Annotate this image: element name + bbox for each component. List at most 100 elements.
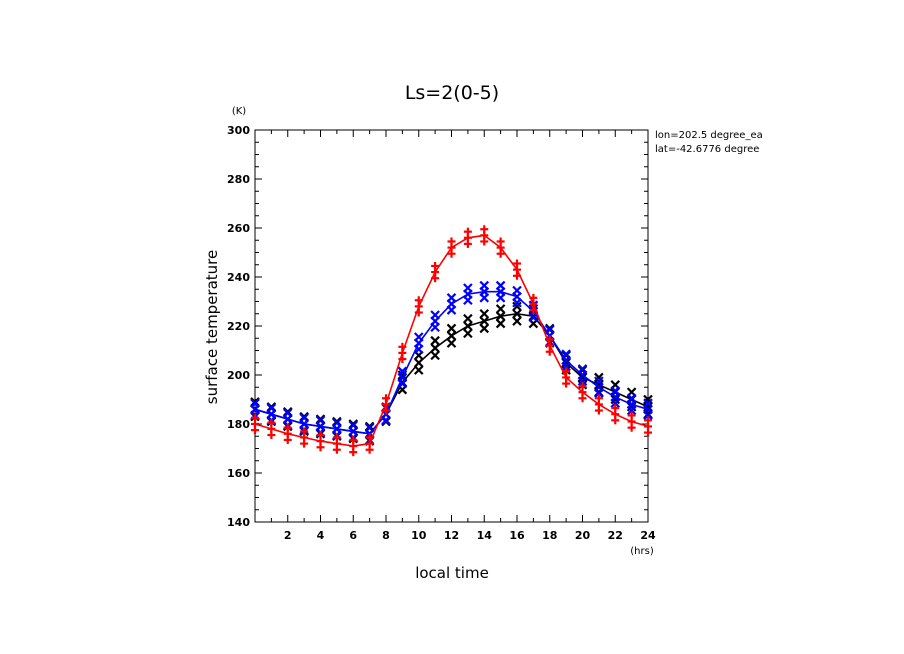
data-point-marker: [413, 357, 424, 368]
data-point-marker: [643, 394, 653, 405]
data-point-marker: [398, 342, 407, 351]
data-point-marker: [463, 283, 473, 293]
data-point-marker: [512, 316, 522, 326]
data-point-marker: [513, 259, 521, 268]
data-point-marker: [610, 386, 621, 396]
y-tick-label: 220: [227, 320, 250, 333]
series-line: [254, 234, 649, 447]
data-point-marker: [594, 376, 604, 386]
data-point-marker: [561, 357, 571, 368]
data-point-marker: [562, 367, 571, 376]
data-point-marker: [561, 349, 571, 359]
data-point-marker: [348, 420, 359, 431]
data-point-marker: [430, 350, 440, 361]
data-point-marker: [430, 335, 440, 346]
data-point-marker: [446, 293, 457, 303]
series-line: [254, 290, 649, 435]
data-point-marker: [626, 402, 637, 412]
data-point-marker: [431, 261, 440, 270]
data-point-marker: [413, 365, 424, 375]
y-axis-label: surface temperature: [203, 250, 221, 405]
data-point-marker: [316, 431, 325, 440]
data-point-marker: [446, 331, 457, 341]
data-point-marker: [463, 227, 472, 236]
data-point-marker: [299, 413, 309, 423]
data-point-marker: [479, 323, 490, 334]
y-tick-label: 280: [227, 173, 250, 186]
data-point-marker: [463, 328, 473, 339]
data-point-marker: [495, 318, 506, 329]
y-tick-label: 260: [227, 222, 250, 235]
series-line: [254, 312, 649, 435]
series-0: [250, 301, 653, 446]
x-tick-label: 6: [349, 529, 357, 542]
data-point-marker: [365, 433, 374, 442]
x-tick-label: 24: [640, 529, 656, 542]
data-point-marker: [611, 404, 620, 413]
data-point-marker: [594, 394, 603, 403]
data-point-marker: [594, 380, 604, 390]
data-point-marker: [430, 343, 440, 353]
data-point-marker: [332, 417, 342, 428]
x-tick-label: 8: [382, 529, 390, 542]
plot-area-frame: [254, 129, 649, 523]
lon-annotation: lon=202.5 degree_ea: [655, 130, 763, 141]
data-point-marker: [577, 364, 588, 374]
data-point-marker: [479, 280, 490, 291]
data-point-marker: [479, 316, 490, 326]
y-tick-label: 180: [227, 418, 250, 431]
y-tick-label: 200: [227, 369, 250, 382]
x-tick-label: 16: [509, 529, 525, 542]
data-point-marker: [496, 237, 505, 246]
data-point-marker: [479, 308, 490, 319]
data-point-marker: [282, 408, 293, 418]
data-point-marker: [495, 280, 506, 291]
data-point-marker: [332, 433, 341, 442]
data-point-marker: [544, 324, 555, 335]
x-axis-label: local time: [415, 564, 489, 582]
data-point-marker: [267, 418, 276, 427]
data-point-marker: [644, 416, 652, 425]
data-point-marker: [430, 310, 440, 320]
data-point-marker: [512, 301, 522, 312]
data-point-marker: [446, 323, 457, 334]
chart-title: Ls=2(0-5): [405, 82, 499, 104]
data-point-marker: [643, 402, 653, 412]
data-point-marker: [643, 398, 653, 408]
y-tick-label: 300: [227, 124, 250, 137]
series-1: [250, 280, 653, 445]
y-tick-label: 160: [227, 467, 250, 480]
data-point-marker: [364, 422, 375, 433]
y-tick-label: 140: [227, 516, 250, 529]
data-point-marker: [626, 393, 637, 404]
y-axis-unit: (K): [232, 106, 246, 117]
data-point-marker: [594, 372, 604, 383]
data-point-marker: [463, 313, 473, 324]
data-point-marker: [578, 382, 587, 391]
data-point-marker: [315, 415, 326, 426]
y-tick-label: 240: [227, 271, 250, 284]
data-point-marker: [545, 335, 554, 344]
data-point-marker: [480, 225, 489, 234]
x-tick-label: 14: [477, 529, 493, 542]
data-point-marker: [413, 332, 424, 342]
x-tick-label: 20: [575, 529, 591, 542]
data-point-marker: [463, 321, 473, 331]
data-point-marker: [414, 296, 423, 305]
data-point-marker: [512, 308, 522, 319]
x-tick-label: 22: [608, 529, 623, 542]
data-point-marker: [300, 427, 309, 436]
data-point-marker: [627, 411, 636, 420]
data-point-marker: [382, 394, 390, 403]
data-point-marker: [495, 311, 506, 321]
axis-ticks: 2 4 6 8 10 12 14 16 18 20 22 2414016018020022024026…: [227, 124, 656, 542]
data-point-marker: [447, 237, 456, 246]
series-layer: [250, 225, 653, 457]
data-point-marker: [349, 435, 358, 444]
data-point-marker: [266, 403, 277, 413]
data-point-marker: [251, 413, 259, 422]
x-tick-label: 2: [284, 529, 292, 542]
data-point-marker: [577, 372, 588, 383]
lat-annotation: lat=-42.6776 degree: [655, 144, 759, 155]
